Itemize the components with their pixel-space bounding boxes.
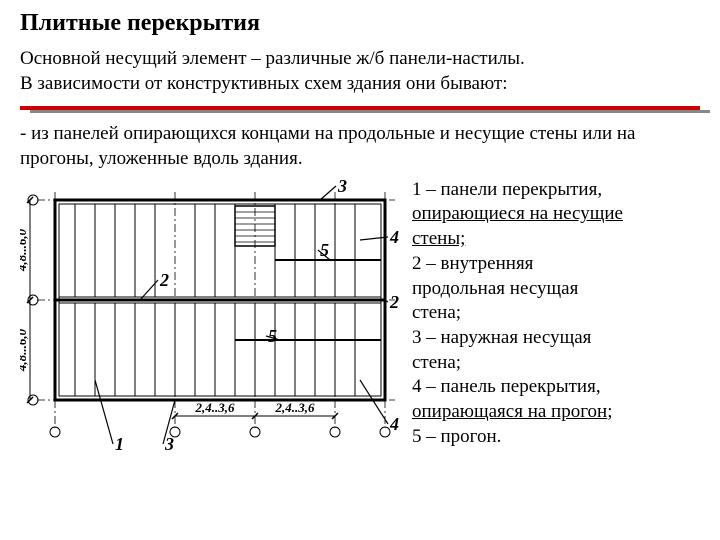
- svg-text:2,4..3,6: 2,4..3,6: [195, 400, 236, 415]
- legend-4c: ;: [607, 401, 612, 422]
- legend-4a: 4 – панель перекрытия,: [412, 376, 601, 397]
- legend-4b: опирающаяся на прогон: [412, 401, 607, 422]
- plan-diagram: 2,4..3,62,4..3,64,8...6,04,8...6,0123344…: [20, 178, 400, 463]
- legend-2a: 2 – внутренняя: [412, 253, 533, 274]
- svg-text:2: 2: [389, 292, 399, 312]
- page-title: Плитные перекрытия: [20, 10, 700, 37]
- svg-text:4: 4: [389, 227, 399, 247]
- svg-text:4,8...6,0: 4,8...6,0: [20, 328, 29, 372]
- svg-text:4,8...6,0: 4,8...6,0: [20, 228, 29, 272]
- intro-text: Основной несущий элемент – различные ж/б…: [20, 47, 700, 96]
- divider: [20, 104, 700, 112]
- legend-3a: 3 – наружная несущая: [412, 327, 591, 348]
- svg-text:2,4..3,6: 2,4..3,6: [275, 400, 316, 415]
- legend-1b: опирающиеся на несущие: [412, 203, 623, 224]
- legend-5: 5 – прогон.: [412, 426, 501, 447]
- intro-line-2: В зависимости от конструктивных схем зда…: [20, 73, 508, 94]
- legend: 1 – панели перекрытия, опирающиеся на не…: [412, 178, 700, 463]
- legend-2b: продольная несущая: [412, 278, 578, 299]
- legend-1a: 1 – панели перекрытия,: [412, 179, 602, 200]
- svg-text:5: 5: [320, 240, 329, 260]
- legend-2c: стена;: [412, 302, 461, 323]
- svg-text:4: 4: [389, 414, 399, 434]
- legend-3b: стена;: [412, 352, 461, 373]
- svg-text:3: 3: [337, 178, 347, 196]
- svg-text:2: 2: [159, 270, 169, 290]
- legend-1c: стены;: [412, 228, 465, 249]
- svg-text:5: 5: [268, 326, 277, 346]
- bullet-text: - из панелей опирающихся концами на прод…: [20, 122, 700, 171]
- intro-line-1: Основной несущий элемент – различные ж/б…: [20, 48, 525, 69]
- svg-text:1: 1: [115, 434, 124, 454]
